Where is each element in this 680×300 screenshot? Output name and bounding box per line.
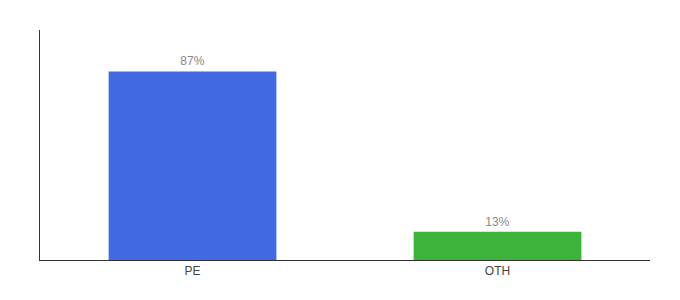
svg-text:PE: PE	[184, 264, 200, 278]
svg-text:OTH: OTH	[485, 264, 510, 278]
svg-text:13%: 13%	[485, 215, 509, 229]
svg-text:87%: 87%	[180, 54, 204, 68]
